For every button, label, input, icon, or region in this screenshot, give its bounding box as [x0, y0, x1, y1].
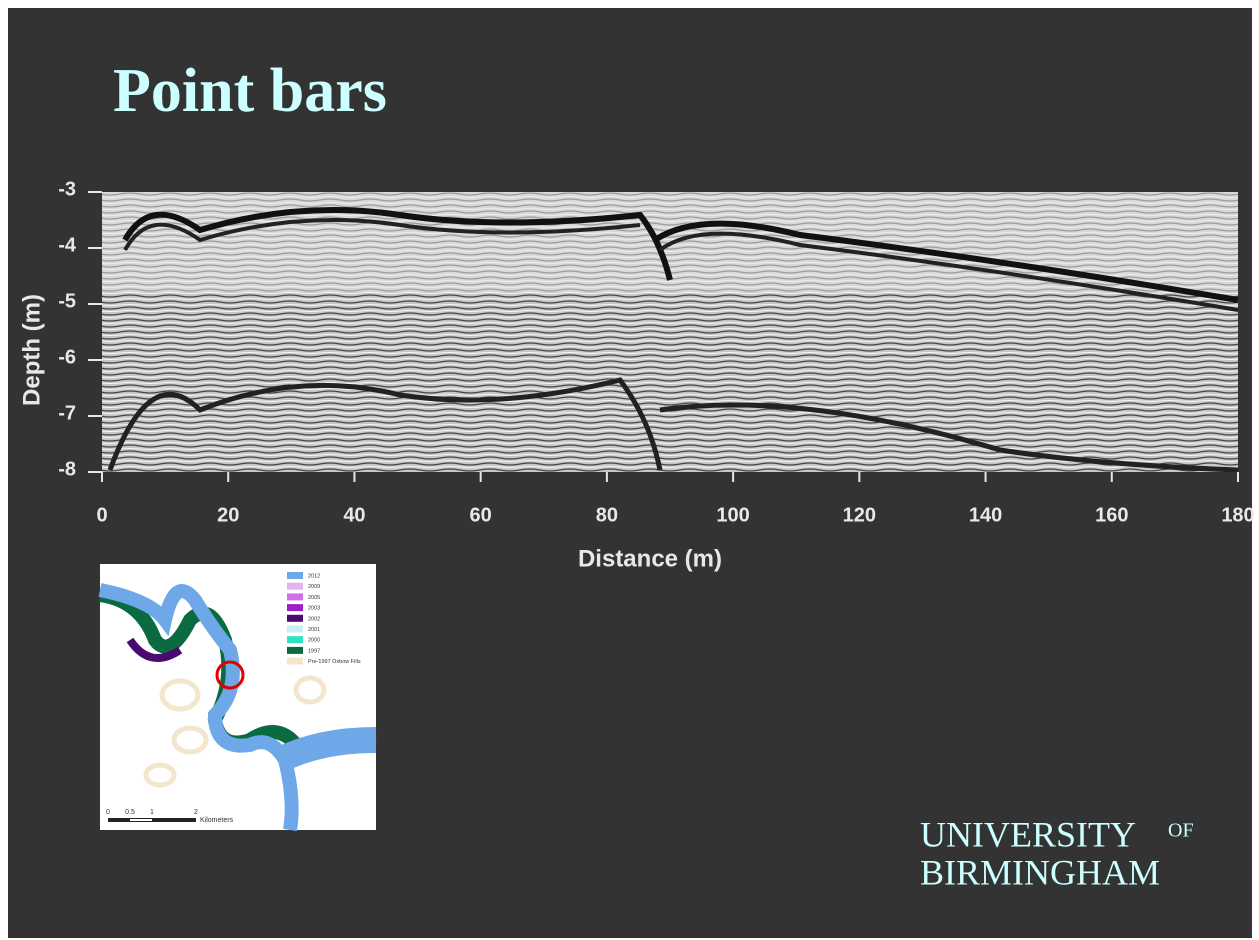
y-tick-label: -3: [58, 178, 76, 200]
legend-swatch: [287, 583, 303, 590]
x-tick-label: 0: [96, 504, 107, 526]
x-tick-label: 120: [843, 504, 876, 526]
x-tick-label: 80: [596, 504, 618, 526]
legend-label: 2003: [308, 606, 320, 612]
legend-label: 2009: [308, 584, 320, 590]
map-inset: 2012 2009 2005 2003 2002 2001 2000 1997 Pre-1997…: [100, 564, 376, 830]
x-tick-label: 180: [1221, 504, 1254, 526]
x-tick-label: 140: [969, 504, 1002, 526]
legend-label: 2002: [308, 616, 320, 622]
x-tick-label: 160: [1095, 504, 1128, 526]
legend-label: 2012: [308, 573, 320, 579]
legend-swatch: [287, 615, 303, 622]
legend-swatch: [287, 658, 303, 665]
legend-swatch: [287, 647, 303, 654]
x-axis-label: Distance (m): [578, 545, 722, 572]
logo-of: OF: [1168, 820, 1194, 842]
legend-swatch: [287, 604, 303, 611]
legend-label: 1997: [308, 648, 320, 654]
legend-label: 2005: [308, 595, 320, 601]
radargram-image: [102, 192, 1238, 472]
x-tick-label: 100: [716, 504, 749, 526]
y-tick-label: -6: [58, 346, 76, 368]
y-tick-label: -7: [58, 402, 76, 424]
y-tick-label: -4: [58, 234, 77, 256]
legend-label: 2001: [308, 627, 320, 633]
logo-line: UNIVERSITY: [920, 814, 1136, 854]
legend-swatch: [287, 626, 303, 633]
scale-bar: [130, 819, 152, 821]
legend-label: 2000: [308, 638, 320, 644]
scale-label: 0.5: [125, 809, 135, 816]
x-tick-label: 40: [343, 504, 365, 526]
logo-line: BIRMINGHAM: [920, 852, 1160, 892]
scale-label: 0: [106, 809, 110, 816]
y-tick-label: -5: [58, 290, 76, 312]
legend-swatch: [287, 572, 303, 579]
scale-label: 2: [194, 809, 198, 816]
scale-label: 1: [150, 809, 154, 816]
legend-label: Pre-1997 Oxbow Fills: [308, 659, 361, 665]
scale-unit: Kilometers: [200, 817, 234, 824]
legend-swatch: [287, 593, 303, 600]
y-tick-label: -8: [58, 458, 76, 480]
slide-title: Point bars: [113, 57, 387, 125]
x-tick-label: 20: [217, 504, 239, 526]
y-axis-label: Depth (m): [18, 294, 45, 406]
x-tick-label: 60: [470, 504, 492, 526]
slide: Point bars Distance (m) Depth (m) 201220…: [0, 0, 1259, 940]
legend-swatch: [287, 636, 303, 643]
